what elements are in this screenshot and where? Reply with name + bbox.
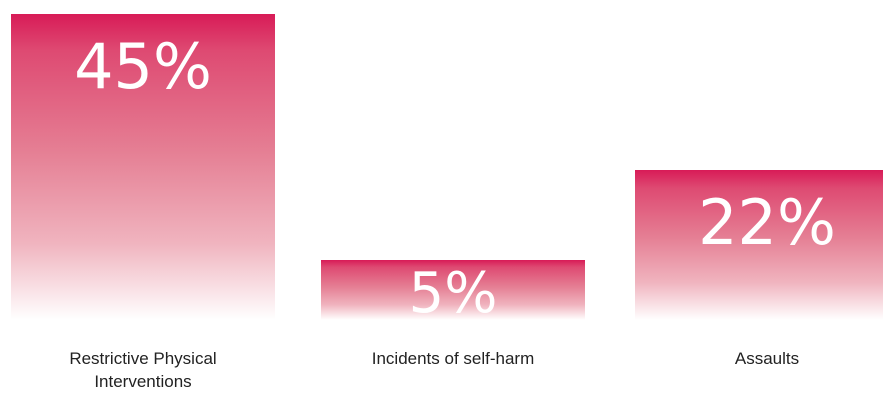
- bar-value-label: 45%: [74, 30, 212, 103]
- category-label: Assaults: [734, 349, 800, 368]
- bar-value-label: 22%: [698, 186, 836, 260]
- bar-3: 22%: [635, 170, 883, 320]
- bar-value-label: 5%: [408, 261, 498, 326]
- bar-1: 45%: [11, 14, 275, 320]
- category-label: Incidents of self-harm: [371, 349, 535, 368]
- bar-2: 5%: [321, 260, 585, 326]
- category-label: Restrictive Physical Interventions: [69, 349, 217, 391]
